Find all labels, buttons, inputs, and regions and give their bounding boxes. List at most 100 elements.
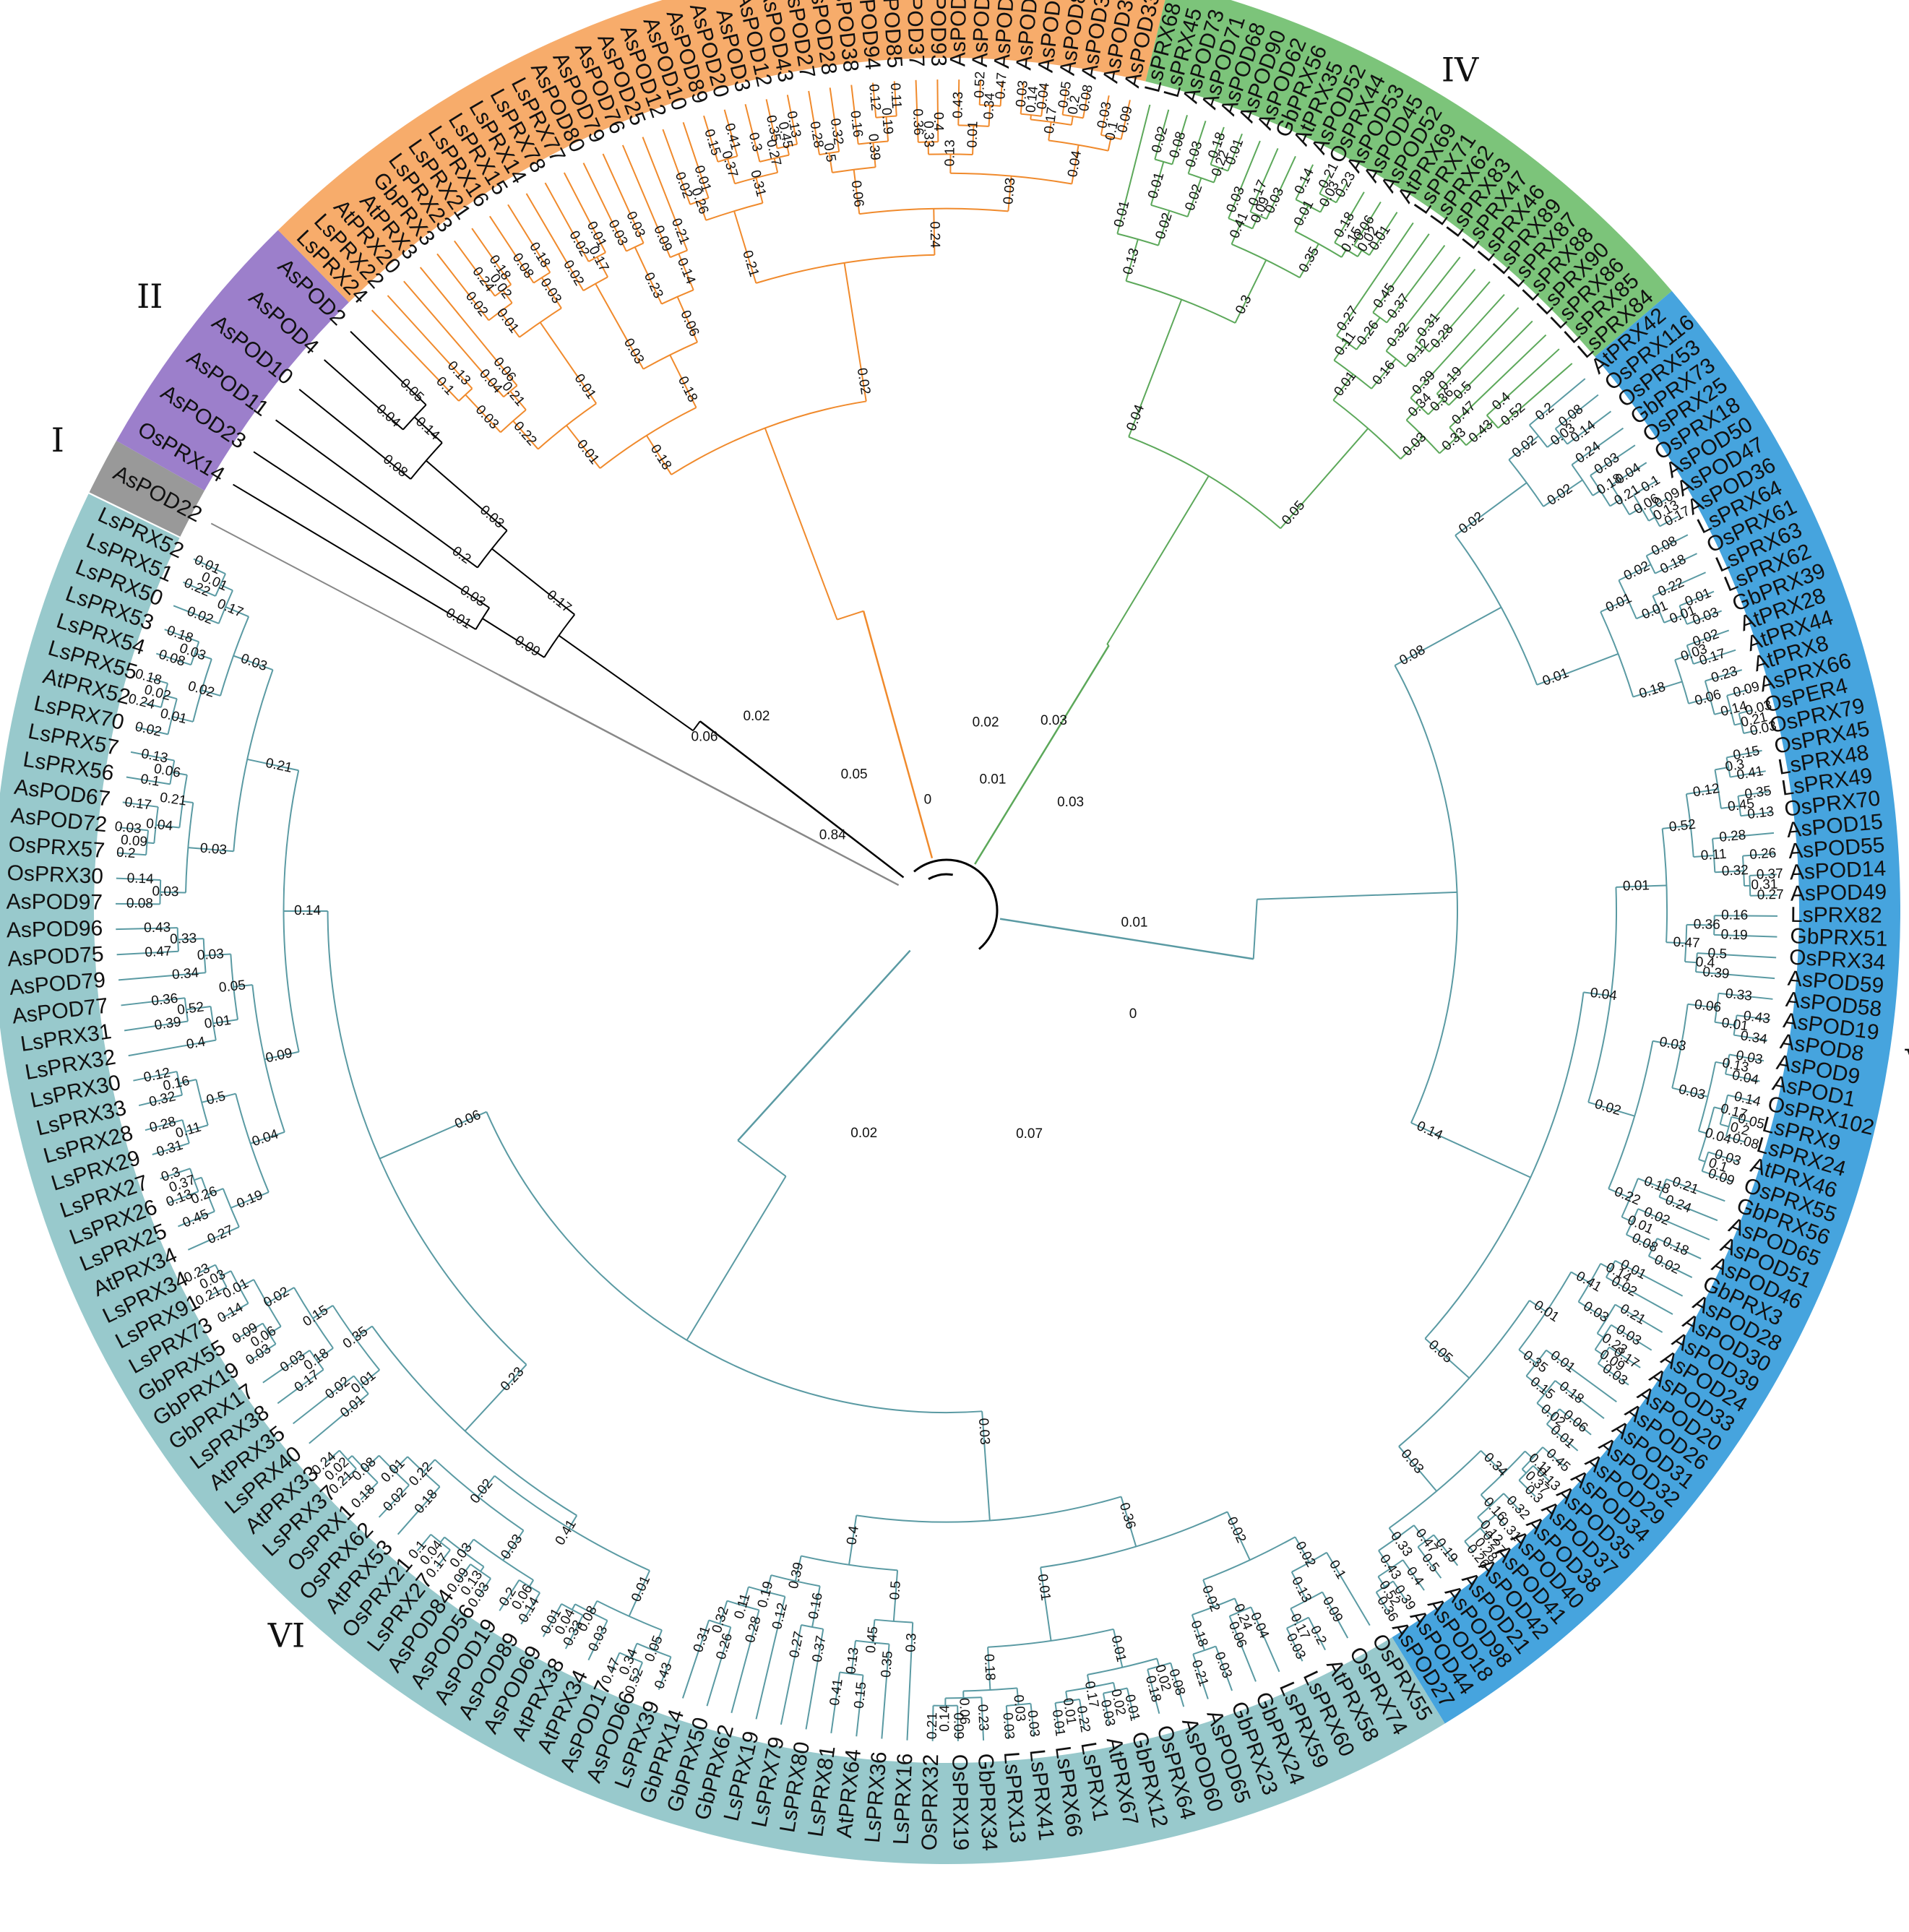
node-arc [1525, 1350, 1547, 1377]
branch-length-label: 0.01 [1111, 199, 1132, 229]
branch-length-label: 0.17 [544, 587, 574, 616]
node-arc [1632, 494, 1650, 522]
internal-branch [595, 283, 645, 370]
branch-length-label: 0.17 [124, 795, 152, 814]
leaf-label: AsPOD35 [968, 0, 996, 68]
leaf-branch [1608, 1346, 1641, 1368]
branch-length-label: 0.12 [770, 1601, 790, 1631]
internal-branch [1410, 1122, 1531, 1178]
branch-length-label: 0.02 [134, 719, 163, 740]
internal-branch [1048, 121, 1052, 141]
node-arc [1188, 173, 1215, 184]
internal-branch [347, 1455, 353, 1461]
internal-branch [1525, 1375, 1547, 1393]
branch-length-label: 0.3 [1233, 293, 1254, 316]
branch-length-label: 0.02 [1153, 211, 1176, 241]
leaf-label: AsPOD93 [926, 0, 950, 66]
internal-branch [1356, 316, 1381, 350]
branch-length-label: 0.52 [176, 999, 204, 1018]
leaf-branch [121, 997, 185, 1006]
branch-length-label: 0.12 [1692, 781, 1720, 800]
branch-length-label: 0.04 [1124, 402, 1147, 433]
branch-length-label: 0.05 [642, 1634, 666, 1664]
leaf-branch [1040, 85, 1046, 116]
leaf-branch [309, 1393, 369, 1444]
internal-branch [464, 1364, 527, 1432]
internal-branch [1251, 215, 1259, 229]
internal-branch [1652, 1040, 1681, 1048]
branch-length-label: 0.37 [810, 1634, 829, 1663]
node-arc [759, 154, 790, 163]
internal-branch [848, 1515, 858, 1565]
leaf-label: AsPOD84 [946, 0, 971, 66]
leaf-branch [682, 121, 710, 199]
branch-length-label: 0.21 [925, 1712, 941, 1739]
leaf-branch [1392, 1580, 1408, 1603]
leaf-label: AsPOD49 [1790, 880, 1887, 905]
internal-branch [1016, 1688, 1020, 1705]
root-branch-length-label: 0 [924, 792, 932, 807]
node-arc [637, 1642, 671, 1658]
internal-branch [1715, 1061, 1728, 1066]
branch-length-label: 0.31 [155, 1138, 185, 1160]
node-arc [1415, 340, 1430, 353]
node-arc [338, 1449, 357, 1470]
internal-branch [853, 169, 861, 215]
internal-branch [764, 428, 838, 620]
clade-joint [837, 610, 864, 621]
branch-length-label: 0.4 [185, 1034, 207, 1052]
internal-branch [194, 1176, 202, 1181]
internal-branch [828, 152, 833, 173]
branch-length-label: 0.05 [218, 978, 246, 996]
branch-length-label: 0.16 [847, 110, 865, 138]
internal-branch [1529, 1300, 1547, 1313]
internal-branch [185, 1124, 209, 1133]
internal-branch [885, 116, 889, 142]
internal-branch [1298, 243, 1319, 278]
node-arc [1020, 113, 1042, 117]
internal-branch [1714, 1106, 1725, 1111]
branch-length-label: 0.17 [215, 596, 245, 621]
internal-branch [1290, 1571, 1308, 1601]
node-arc [1652, 595, 1665, 624]
branch-length-label: 0.02 [1593, 1097, 1622, 1119]
leaf-branch [1449, 334, 1547, 428]
branch-length-label: 0.04 [145, 816, 173, 835]
leaf-branch [755, 1596, 786, 1720]
leaf-branch [1649, 497, 1669, 509]
internal-branch [1040, 1567, 1052, 1642]
branch-length-label: 0.19 [1720, 927, 1748, 943]
node-arc [561, 1603, 584, 1616]
leaf-branch [1372, 233, 1430, 314]
tree-branches [116, 79, 1777, 1741]
leaf-branch [1319, 173, 1331, 194]
branch-length-label: 0.5 [887, 1580, 904, 1600]
branch-length-label: 0.16 [1370, 358, 1399, 388]
internal-branch [1714, 710, 1731, 715]
internal-branch [850, 1640, 857, 1674]
branch-length-label: 0.03 [114, 819, 142, 837]
leaf-branch [1336, 222, 1414, 337]
clade-stem-VI [737, 949, 911, 1142]
branch-length-label: 0.39 [786, 1561, 807, 1590]
internal-branch [1340, 249, 1348, 258]
leaf-branch [1697, 952, 1777, 959]
branch-length-label: 0.31 [747, 168, 769, 198]
node-arc [1611, 484, 1630, 515]
branch-length-label: 0.41 [721, 121, 743, 151]
internal-branch [630, 1643, 638, 1658]
branch-length-label: 0.09 [120, 832, 148, 850]
branch-length-label: 0.01 [965, 121, 981, 148]
branch-length-label: 0.14 [1414, 1118, 1445, 1144]
node-arc [1577, 1263, 1602, 1303]
leaf-branch [881, 1644, 890, 1739]
internal-branch [1663, 614, 1684, 624]
internal-branch [1086, 1674, 1091, 1688]
branch-length-label: 0.27 [1334, 303, 1361, 334]
internal-branch [1637, 1178, 1663, 1189]
leaf-branch [1614, 1259, 1684, 1297]
leaf-branch [1210, 126, 1225, 165]
branch-length-label: 0.01 [1639, 598, 1670, 623]
branch-length-label: 0.21 [1189, 1658, 1212, 1689]
branch-length-label: 0.16 [806, 1592, 825, 1621]
